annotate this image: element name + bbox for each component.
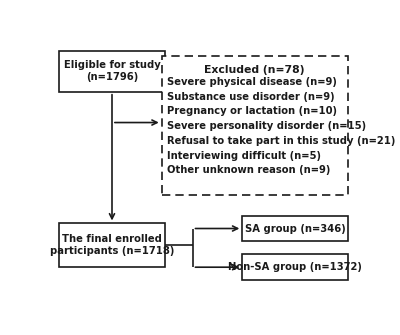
Text: Pregnancy or lactation (n=10): Pregnancy or lactation (n=10) bbox=[167, 107, 337, 117]
Text: Substance use disorder (n=9): Substance use disorder (n=9) bbox=[167, 92, 335, 102]
Text: Other unknown reason (n=9): Other unknown reason (n=9) bbox=[167, 165, 330, 175]
Text: Interviewing difficult (n=5): Interviewing difficult (n=5) bbox=[167, 151, 321, 160]
Text: Severe physical disease (n=9): Severe physical disease (n=9) bbox=[167, 77, 337, 87]
Text: Refusal to take part in this study (n=21): Refusal to take part in this study (n=21… bbox=[167, 136, 396, 146]
Text: Non-SA group (n=1372): Non-SA group (n=1372) bbox=[228, 262, 362, 272]
FancyBboxPatch shape bbox=[59, 51, 165, 92]
FancyBboxPatch shape bbox=[242, 254, 348, 280]
FancyBboxPatch shape bbox=[59, 223, 165, 267]
Text: Excluded (n=78): Excluded (n=78) bbox=[204, 65, 305, 75]
Text: Severe personality disorder (n=15): Severe personality disorder (n=15) bbox=[167, 121, 366, 131]
FancyBboxPatch shape bbox=[162, 56, 348, 195]
Text: SA group (n=346): SA group (n=346) bbox=[244, 223, 345, 233]
Text: The final enrolled
participants (n=1718): The final enrolled participants (n=1718) bbox=[50, 234, 174, 256]
FancyBboxPatch shape bbox=[242, 216, 348, 242]
Text: Eligible for study
(n=1796): Eligible for study (n=1796) bbox=[64, 60, 160, 82]
